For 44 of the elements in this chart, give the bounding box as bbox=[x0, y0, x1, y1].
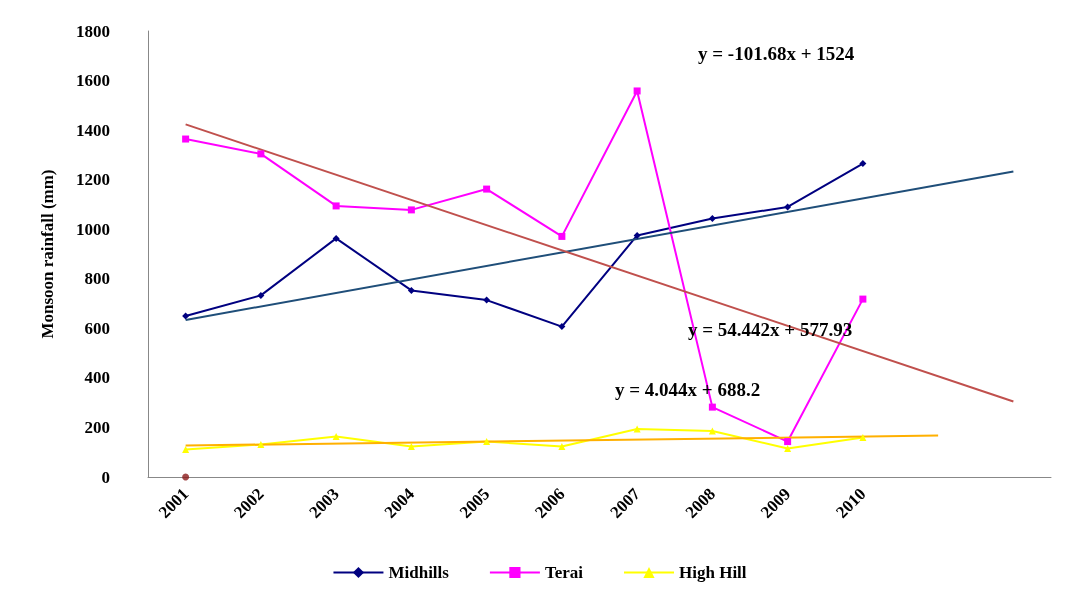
point bbox=[708, 215, 716, 223]
point bbox=[784, 438, 792, 446]
point bbox=[784, 445, 792, 453]
point bbox=[257, 150, 265, 158]
point bbox=[483, 296, 491, 304]
legend-label: Terai bbox=[544, 563, 584, 582]
point bbox=[332, 433, 340, 441]
point bbox=[859, 295, 867, 303]
y-tick-label: 800 bbox=[84, 269, 110, 289]
point bbox=[182, 446, 190, 453]
point bbox=[182, 473, 190, 481]
point bbox=[784, 203, 792, 211]
y-tick-label: 0 bbox=[101, 467, 110, 487]
point bbox=[257, 441, 265, 449]
point bbox=[633, 87, 641, 95]
point bbox=[558, 323, 566, 331]
y-tick-label: 600 bbox=[84, 318, 110, 338]
point bbox=[332, 234, 340, 242]
legend-label: High Hill bbox=[679, 563, 747, 582]
point bbox=[859, 434, 867, 442]
y-tick-label: 1600 bbox=[76, 71, 110, 91]
point bbox=[407, 443, 415, 451]
point bbox=[407, 206, 415, 214]
point bbox=[483, 438, 491, 446]
y-tick-label: 1400 bbox=[76, 120, 110, 140]
point bbox=[182, 135, 190, 143]
point bbox=[558, 232, 566, 240]
point bbox=[407, 286, 415, 294]
point bbox=[633, 231, 641, 239]
y-axis-title: Monsoon rainfall (mm) bbox=[38, 169, 57, 339]
y-tick-label: 1800 bbox=[76, 21, 110, 41]
annotation: y = -101.68x + 1524 bbox=[698, 43, 855, 64]
legend-label: Midhills bbox=[388, 563, 450, 582]
point bbox=[483, 185, 491, 193]
y-tick-label: 400 bbox=[84, 368, 110, 388]
point bbox=[182, 312, 190, 320]
y-tick-label: 1200 bbox=[76, 170, 110, 190]
y-tick-label: 1000 bbox=[76, 219, 110, 239]
point bbox=[859, 160, 867, 168]
point bbox=[558, 443, 566, 451]
point bbox=[332, 202, 340, 210]
point bbox=[708, 403, 716, 411]
y-tick-label: 200 bbox=[84, 417, 110, 437]
point bbox=[257, 291, 265, 299]
